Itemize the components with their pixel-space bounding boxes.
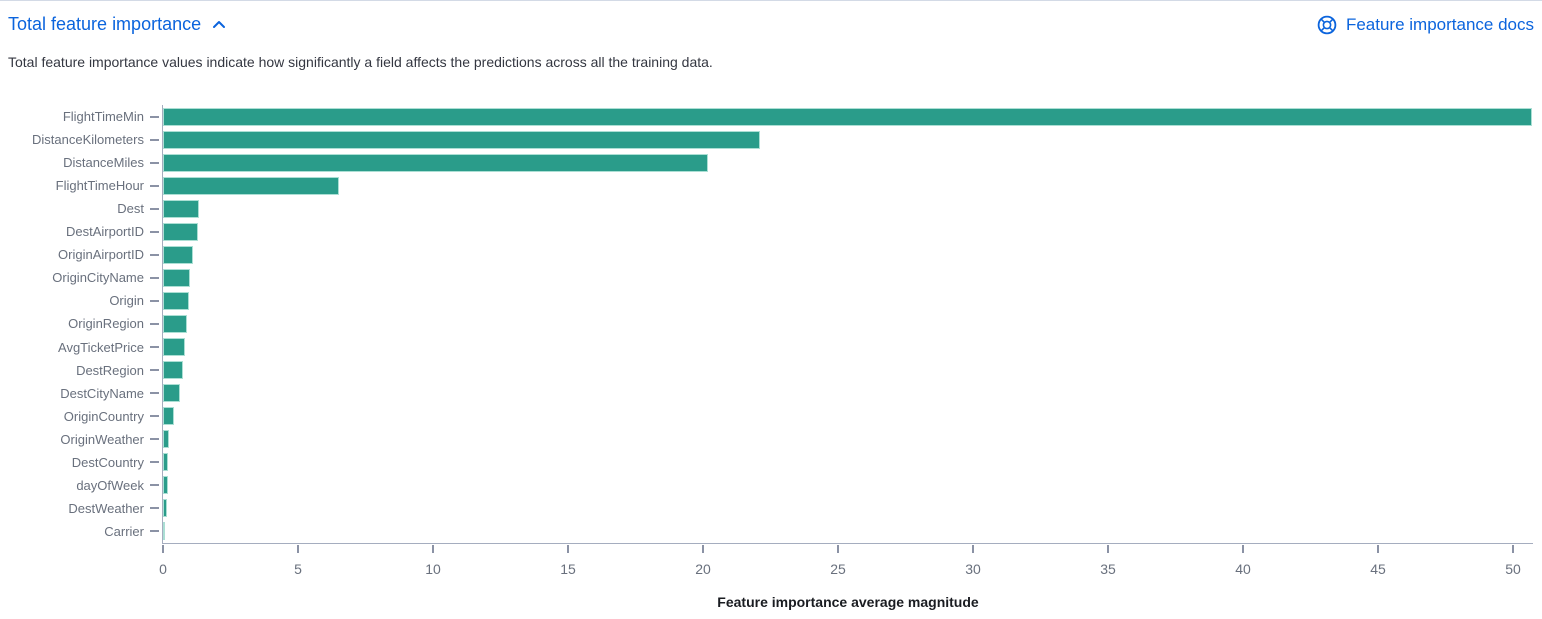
x-axis-tick-label: 20 [695, 561, 711, 577]
y-axis-label: OriginWeather [60, 431, 144, 447]
y-axis-tick [150, 276, 159, 279]
bar-Dest[interactable] [163, 199, 200, 218]
bar-DestCityName[interactable] [163, 384, 180, 403]
y-axis-label: OriginCityName [52, 270, 144, 286]
section-description: Total feature importance values indicate… [8, 54, 713, 70]
y-axis-label: DestWeather [68, 500, 144, 516]
y-axis-tick [150, 299, 159, 302]
x-axis-tick-label: 5 [294, 561, 302, 577]
y-axis-tick [150, 184, 159, 187]
bar-OriginRegion[interactable] [163, 315, 187, 333]
x-axis-tick-label: 15 [560, 561, 576, 577]
x-axis-tick-label: 30 [965, 561, 981, 577]
y-axis-tick [150, 415, 159, 418]
x-axis-tick [837, 545, 839, 553]
bar-DestAirportID[interactable] [163, 222, 199, 241]
y-axis-label: DestCityName [60, 385, 144, 401]
x-axis-tick-label: 25 [830, 561, 846, 577]
bar-FlightTimeHour[interactable] [163, 176, 339, 195]
x-axis-tick [1377, 545, 1380, 553]
y-axis-label: OriginAirportID [58, 247, 144, 263]
y-axis-tick [150, 323, 159, 325]
y-axis-tick [150, 230, 159, 233]
y-axis-tick [150, 161, 159, 164]
bar-DestCountry[interactable] [163, 453, 169, 472]
y-axis-label: OriginRegion [68, 316, 144, 332]
y-axis-tick [150, 392, 159, 395]
bar-DistanceKilometers[interactable] [163, 130, 760, 149]
x-axis-tick [1512, 545, 1515, 553]
y-axis-tick [150, 253, 159, 256]
y-axis-label: AvgTicketPrice [58, 339, 144, 355]
section-title: Total feature importance [8, 14, 202, 34]
x-axis-tick [567, 545, 569, 553]
y-axis-label: DestAirportID [65, 224, 144, 240]
y-axis-label: DestRegion [76, 362, 144, 378]
y-axis-tick [150, 530, 159, 533]
feature-importance-chart: Feature importance average magnitude Fli… [0, 105, 1542, 619]
y-axis-tick [150, 207, 159, 210]
x-axis-tick [972, 545, 974, 553]
x-axis-tick [297, 545, 299, 553]
y-axis-label: OriginCountry [63, 408, 144, 424]
bar-Origin[interactable] [163, 291, 189, 310]
docs-link[interactable]: Feature importance docs [1317, 15, 1534, 35]
x-axis-tick [432, 545, 434, 553]
x-axis-tick [1242, 545, 1245, 553]
y-axis-tick [150, 461, 159, 464]
y-axis-tick [150, 369, 159, 372]
y-axis-label: FlightTimeHour [55, 178, 144, 194]
bar-OriginCountry[interactable] [163, 407, 174, 426]
section-title-link[interactable]: Total feature importance [8, 14, 227, 35]
y-axis-tick [150, 346, 159, 349]
y-axis-label: Dest [117, 201, 144, 217]
y-axis-label: dayOfWeek [76, 477, 144, 493]
x-axis-tick [1107, 545, 1109, 553]
x-axis-tick-label: 35 [1100, 561, 1116, 577]
bar-OriginAirportID[interactable] [163, 245, 193, 264]
y-axis-tick [150, 438, 159, 441]
bar-FlightTimeMin[interactable] [163, 107, 1532, 126]
y-axis-label: DistanceMiles [63, 155, 144, 171]
x-axis-tick-label: 10 [425, 561, 441, 577]
x-axis-title: Feature importance average magnitude [717, 594, 979, 610]
x-axis-tick-label: 40 [1235, 561, 1251, 577]
y-axis-tick [150, 484, 159, 487]
y-axis-label: Carrier [104, 523, 144, 539]
x-axis-tick-label: 45 [1370, 561, 1386, 577]
chevron-up-icon[interactable] [211, 17, 227, 33]
docs-link-label: Feature importance docs [1345, 14, 1534, 34]
lifebuoy-icon[interactable] [1317, 15, 1337, 35]
bar-DistanceMiles[interactable] [163, 153, 709, 172]
y-axis-line [162, 105, 163, 544]
bar-AvgTicketPrice[interactable] [163, 338, 186, 357]
bar-Carrier[interactable] [163, 522, 165, 541]
bar-DestWeather[interactable] [163, 499, 168, 518]
bar-OriginCityName[interactable] [163, 268, 190, 287]
section-header: Total feature importance Feature importa… [8, 14, 1534, 35]
x-axis-line [162, 543, 1533, 544]
y-axis-label: DestCountry [71, 454, 144, 470]
y-axis-label: FlightTimeMin [62, 109, 144, 124]
x-axis-tick [702, 545, 704, 553]
x-axis-tick-label: 50 [1505, 561, 1521, 577]
x-axis-tick [162, 545, 164, 553]
y-axis-tick [150, 115, 159, 118]
x-axis-tick-label: 0 [159, 561, 167, 577]
y-axis-tick [150, 507, 159, 510]
bar-OriginWeather[interactable] [163, 430, 169, 449]
bar-dayOfWeek[interactable] [163, 476, 169, 495]
y-axis-tick [150, 138, 159, 141]
bar-DestRegion[interactable] [163, 361, 183, 380]
y-axis-label: DistanceKilometers [32, 132, 144, 148]
y-axis-label: Origin [109, 293, 144, 309]
